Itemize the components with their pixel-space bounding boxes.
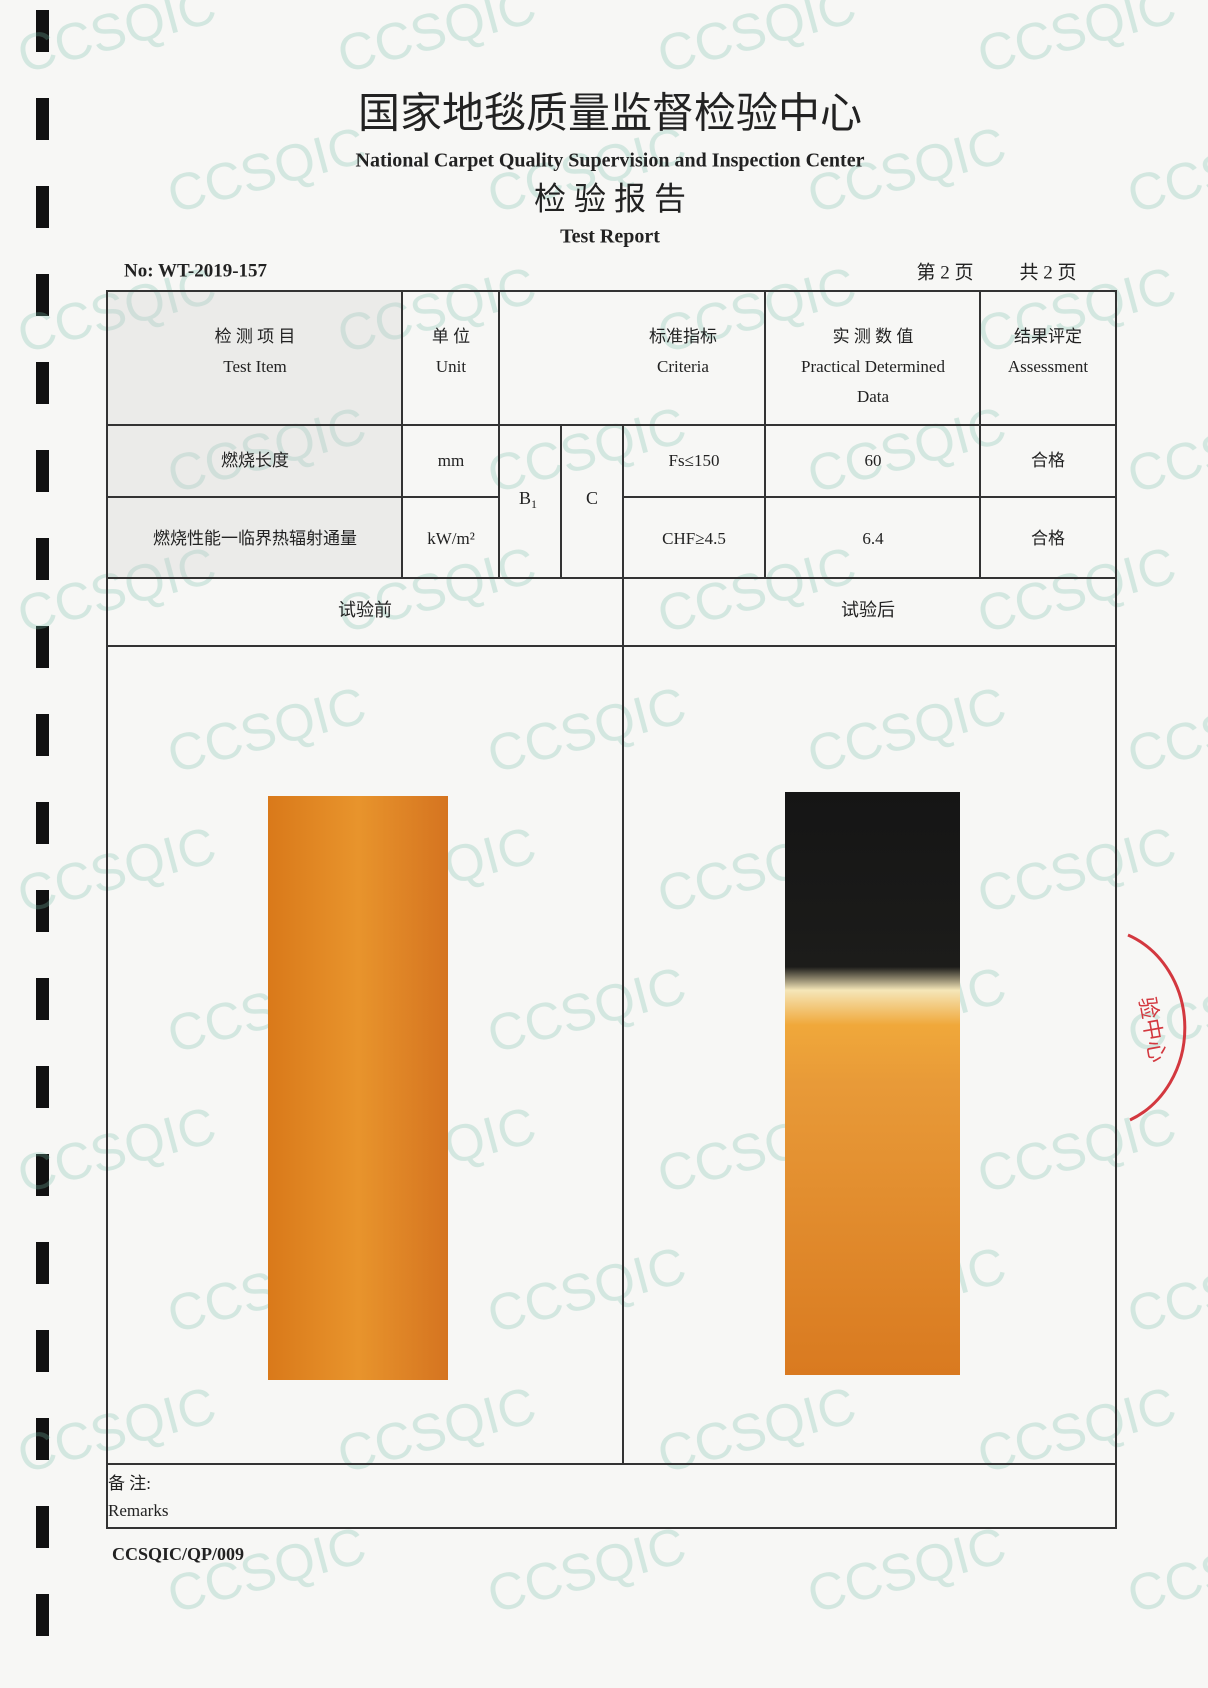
table-cell: 6.4 bbox=[862, 529, 884, 548]
column-header: 标准指标 bbox=[649, 327, 717, 346]
grade: C bbox=[586, 488, 598, 508]
title-en: National Carpet Quality Supervision and … bbox=[356, 150, 865, 172]
binding-ring bbox=[36, 362, 49, 404]
table-cell: mm bbox=[438, 451, 464, 470]
column-header: Assessment bbox=[1008, 357, 1089, 376]
binding bbox=[36, 10, 49, 1636]
report-en: Test Report bbox=[560, 226, 660, 248]
column-header: 结果评定 bbox=[1014, 327, 1082, 346]
photo-label: 试验后 bbox=[841, 600, 895, 620]
column-header: Practical Determined bbox=[801, 357, 945, 376]
binding-ring bbox=[36, 1506, 49, 1548]
column-header: 实 测 数 值 bbox=[833, 327, 914, 346]
binding-ring bbox=[36, 626, 49, 668]
table-cell: Fs≤150 bbox=[669, 451, 720, 470]
binding-ring bbox=[36, 890, 49, 932]
sample-after bbox=[785, 792, 960, 1375]
item-shade bbox=[108, 292, 402, 577]
column-header: 单 位 bbox=[432, 327, 470, 346]
binding-ring bbox=[36, 10, 49, 52]
table-cell: kW/m² bbox=[427, 529, 475, 548]
report-cn: 检 验 报 告 bbox=[534, 180, 686, 216]
table-cell: 燃烧长度 bbox=[221, 451, 289, 470]
column-header: Data bbox=[857, 387, 890, 406]
class-letter: B bbox=[519, 488, 531, 508]
sample-before bbox=[268, 796, 448, 1380]
binding-ring bbox=[36, 1066, 49, 1108]
binding-ring bbox=[36, 714, 49, 756]
table-cell: 合格 bbox=[1031, 529, 1065, 548]
photo-label: 试验前 bbox=[338, 600, 392, 620]
table-cell: 合格 bbox=[1031, 451, 1065, 470]
form-code: CCSQIC/QP/009 bbox=[112, 1544, 244, 1564]
binding-ring bbox=[36, 1242, 49, 1284]
table-cells: 检 测 项 目 Test Item 单 位 Unit 标准指标 Criteria 实 测 数… bbox=[153, 327, 1088, 548]
stamp-ring bbox=[1127, 933, 1187, 1122]
table-cell: 60 bbox=[865, 451, 882, 470]
binding-ring bbox=[36, 978, 49, 1020]
binding-ring bbox=[36, 1418, 49, 1460]
table-border bbox=[106, 290, 1117, 1529]
remarks-en: Remarks bbox=[108, 1501, 168, 1520]
binding-ring bbox=[36, 98, 49, 140]
binding-ring bbox=[36, 274, 49, 316]
class: B1 bbox=[519, 488, 537, 511]
column-header: Unit bbox=[436, 357, 467, 376]
class-sub: 1 bbox=[531, 497, 537, 511]
column-header: Criteria bbox=[657, 357, 709, 376]
binding-ring bbox=[36, 802, 49, 844]
column-header: 检 测 项 目 bbox=[215, 327, 296, 346]
page-total: 共 2 页 bbox=[1019, 261, 1076, 283]
column-header: Test Item bbox=[223, 357, 286, 376]
table-cell: CHF≥4.5 bbox=[662, 529, 726, 548]
binding-ring bbox=[36, 1154, 49, 1196]
table bbox=[106, 290, 1117, 1529]
title-cn: 国家地毯质量监督检验中心 bbox=[358, 91, 862, 138]
remarks-cn: 备 注: bbox=[108, 1474, 151, 1493]
binding-ring bbox=[36, 538, 49, 580]
page-number: 第 2 页 bbox=[916, 261, 973, 283]
binding-ring bbox=[36, 450, 49, 492]
binding-ring bbox=[36, 1594, 49, 1636]
binding-ring bbox=[36, 1330, 49, 1372]
table-cell: 燃烧性能一临界热辐射通量 bbox=[153, 529, 357, 548]
report-number: No: WT-2019-157 bbox=[124, 260, 268, 281]
binding-ring bbox=[36, 186, 49, 228]
